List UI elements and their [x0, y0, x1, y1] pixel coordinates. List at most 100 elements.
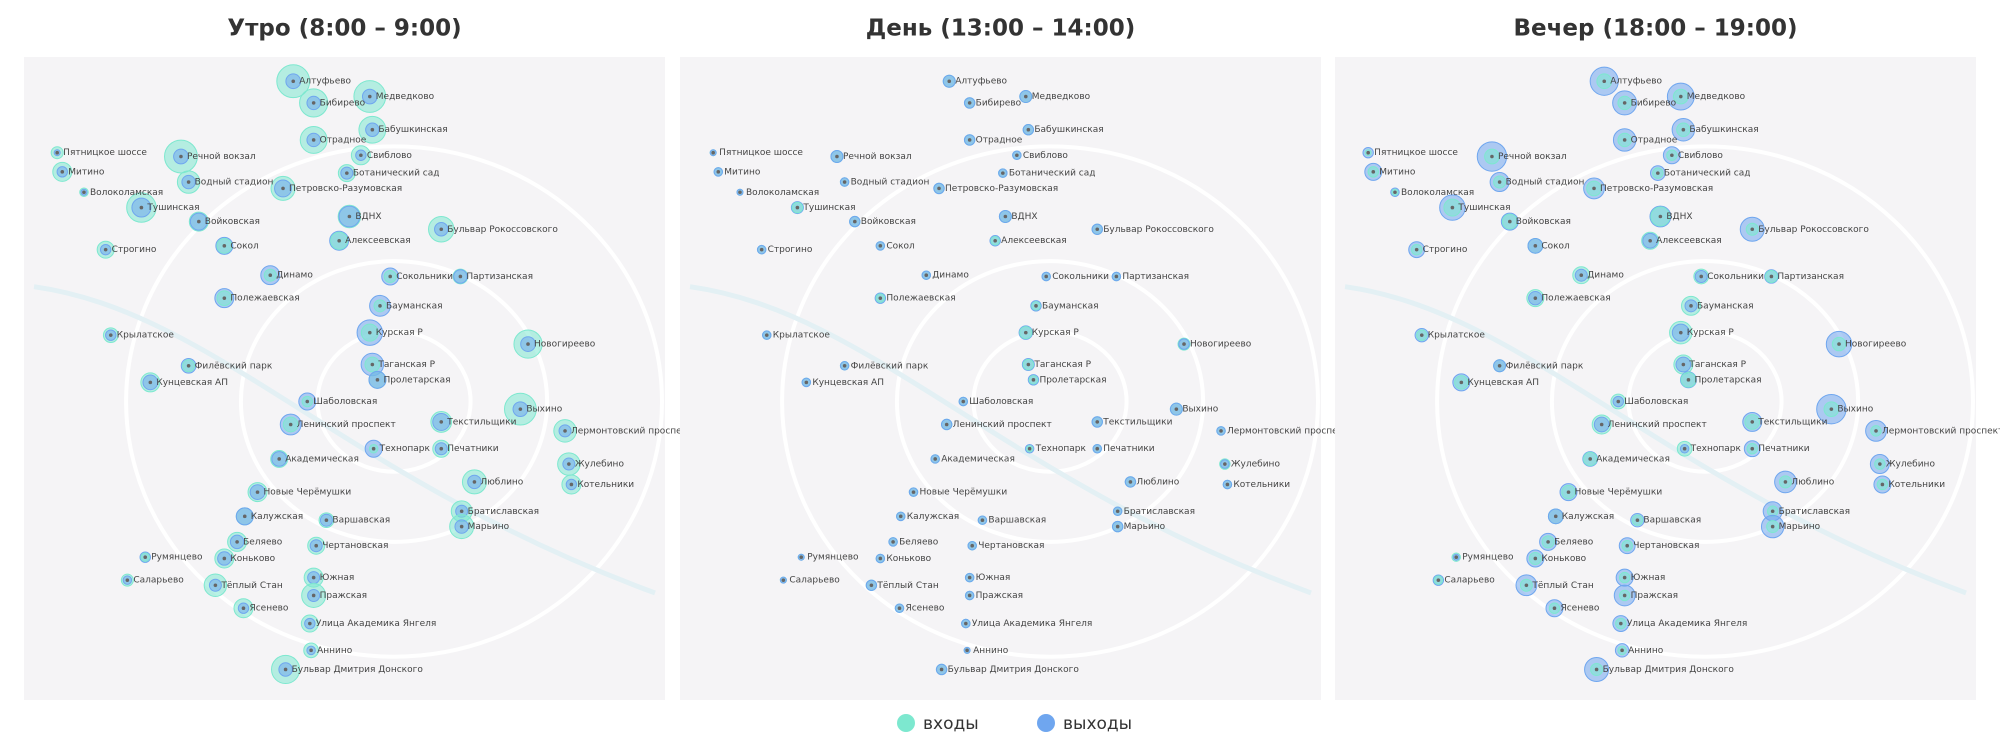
station-label: Чертановская	[978, 541, 1044, 551]
station-label: Волоколамская	[1401, 188, 1474, 198]
station-label: Кунцевская АП	[812, 378, 884, 388]
station-marker	[1034, 304, 1038, 308]
station-label: Ботанический сад	[1664, 169, 1751, 179]
station-marker	[1450, 205, 1455, 210]
station-marker	[459, 524, 464, 529]
station-label: Лермонтовский проспект	[1882, 426, 2000, 436]
station-marker	[1622, 575, 1627, 580]
station-marker	[878, 556, 883, 561]
map-background	[1335, 57, 1976, 700]
station-marker	[1026, 362, 1031, 367]
road	[238, 259, 550, 544]
station-label: Румянцево	[151, 553, 203, 563]
station-marker	[305, 399, 310, 404]
station-label: Ленинский проспект	[1608, 420, 1707, 430]
station-marker	[370, 362, 375, 367]
station-marker	[1219, 429, 1223, 433]
station-marker	[311, 138, 316, 142]
station-label: Медведково	[1032, 92, 1091, 102]
station-label: Тёплый Стан	[1531, 581, 1594, 591]
station-label: ВДНХ	[355, 212, 381, 222]
station-marker	[472, 480, 477, 484]
station-marker	[563, 429, 567, 433]
station-label: Беляево	[1554, 537, 1594, 547]
station-label: Южная	[320, 573, 355, 583]
station-marker	[1497, 180, 1502, 184]
station-marker	[967, 101, 972, 105]
station-label: Румянцево	[1462, 553, 1514, 563]
station-label: Бибирево	[1631, 98, 1677, 108]
station-label: Войковская	[861, 217, 916, 227]
station-marker	[222, 556, 227, 561]
legend-label: входы	[923, 714, 979, 734]
station-label: Бабушкинская	[378, 125, 447, 135]
station-label: Ленинский проспект	[953, 420, 1052, 430]
station-marker	[961, 399, 966, 404]
station-label: Технопарк	[1035, 444, 1087, 454]
station-marker	[388, 274, 393, 279]
station-marker	[944, 422, 949, 427]
station-marker	[222, 244, 227, 248]
station-label: Отрадное	[1631, 135, 1678, 145]
station-marker	[1533, 296, 1538, 300]
station-label: Крылатское	[1428, 331, 1486, 341]
station-label: Тушинская	[146, 203, 199, 213]
station-marker	[60, 170, 65, 174]
map-panel: Алтуфьево Бибирево Медведково Бабушкинская О…	[680, 57, 1348, 700]
station-marker	[1546, 540, 1550, 544]
station-marker	[1648, 238, 1652, 243]
station-marker	[937, 186, 941, 191]
station-marker	[804, 380, 809, 385]
station-label: Варшавская	[988, 516, 1046, 526]
station-label: Текстильщики	[446, 417, 516, 427]
station-label: Динамо	[276, 271, 313, 281]
station-marker	[1115, 509, 1120, 514]
station-marker	[1670, 153, 1674, 158]
station-label: Улица Академика Янгеля	[316, 619, 436, 629]
station-marker	[1592, 186, 1596, 191]
station-marker	[375, 378, 380, 382]
station-label: Чертановская	[1633, 541, 1699, 551]
station-marker	[1031, 378, 1036, 382]
station-marker	[179, 154, 183, 159]
station-label: Свиблово	[1678, 151, 1724, 161]
station-label: Алтуфьево	[1610, 77, 1662, 87]
station-label: Саларьево	[789, 576, 840, 586]
station-label: Курская Р	[1032, 328, 1080, 338]
station-label: Калужская	[907, 512, 959, 522]
station-label: Выхино	[1182, 405, 1218, 415]
station-marker	[1095, 227, 1100, 232]
station-marker	[1769, 274, 1774, 279]
station-label: Бауманская	[386, 301, 443, 311]
station-marker	[277, 457, 282, 461]
station-label: Крылатское	[117, 331, 175, 341]
station-marker	[911, 490, 916, 494]
station-marker	[143, 555, 148, 559]
station-label: Петровско-Разумовская	[289, 184, 402, 194]
station-label: Партизанская	[466, 272, 533, 282]
station-label: Аннино	[317, 646, 353, 656]
station-marker	[291, 79, 296, 84]
station-label: Тушинская	[1457, 203, 1510, 213]
station-label: Речной вокзал	[843, 152, 912, 162]
station-marker	[281, 186, 285, 191]
station-marker	[993, 238, 997, 243]
station-marker	[1223, 462, 1227, 466]
station-label: Строгино	[768, 245, 813, 255]
station-marker	[1622, 101, 1627, 105]
station-label: Марьино	[1124, 522, 1166, 532]
station-marker	[1001, 171, 1005, 175]
station-label: Алексеевская	[345, 236, 411, 246]
road	[1435, 144, 1976, 659]
station-label: Новые Черёмушки	[264, 488, 352, 498]
station-label: Митино	[1379, 167, 1416, 177]
station-marker	[235, 540, 239, 544]
station-label: Котельники	[1233, 480, 1290, 490]
station-label: Водный стадион	[195, 178, 274, 188]
station-label: Технопарк	[1690, 444, 1742, 454]
station-marker	[891, 540, 895, 544]
station-marker	[759, 247, 764, 252]
station-label: Динамо	[932, 271, 969, 281]
station-label: Варшавская	[332, 516, 390, 526]
station-label: Ботанический сад	[1009, 169, 1096, 179]
